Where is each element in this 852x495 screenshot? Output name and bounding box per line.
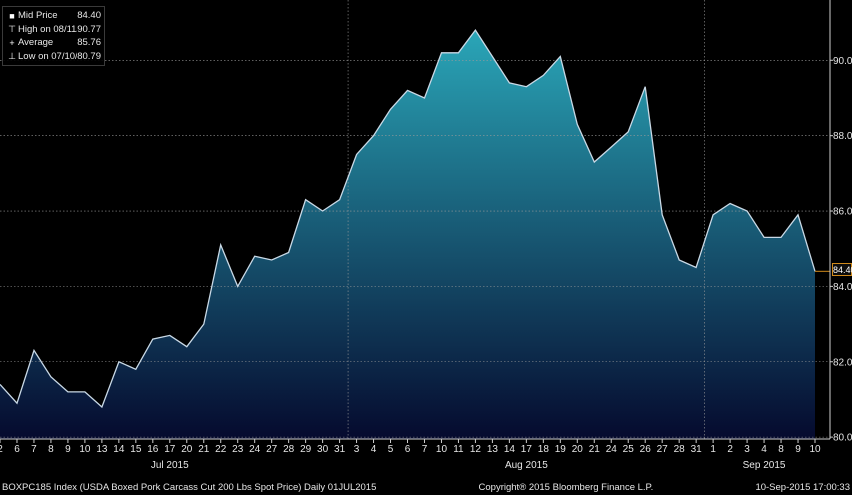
x-tick-label: 23 [232,444,244,455]
x-tick-label: 14 [113,444,125,455]
x-tick-label: 1 [710,444,716,455]
x-tick-label: 4 [371,444,377,455]
legend-value: 90.77 [77,23,101,35]
y-tick-label: 88.00 [833,131,852,142]
legend-label: High on 08/11/15 [18,23,77,35]
x-tick-label: 28 [283,444,295,455]
x-tick-label: 15 [130,444,142,455]
x-tick-label: 4 [761,444,767,455]
x-tick-label: 13 [96,444,108,455]
x-tick-label: 18 [538,444,550,455]
x-tick-label: 8 [778,444,784,455]
legend-item: ⊥ Low on 07/10/15 80.79 [6,50,101,64]
x-tick-label: 22 [215,444,227,455]
x-tick-label: 27 [266,444,278,455]
average-marker-icon: + [9,37,15,48]
x-tick-label: 7 [422,444,428,455]
y-tick-label: 80.00 [833,433,852,444]
x-group-label: Sep 2015 [743,460,786,471]
x-tick-label: 8 [48,444,54,455]
x-tick-label: 12 [470,444,482,455]
footer-bar: BOXPC185 Index (USDA Boxed Pork Carcass … [0,480,852,495]
x-tick-label: 10 [809,444,821,455]
x-tick-label: 27 [657,444,669,455]
footer-security-description: BOXPC185 Index (USDA Boxed Pork Carcass … [2,482,377,493]
legend-item: ■ Mid Price 84.40 [6,9,101,23]
x-tick-label: 20 [572,444,584,455]
x-tick-label: 28 [674,444,686,455]
x-tick-label: 19 [555,444,567,455]
legend-item: ⊤ High on 08/11/15 90.77 [6,23,101,37]
x-tick-label: 25 [623,444,635,455]
x-tick-label: 24 [606,444,618,455]
x-tick-label: 31 [691,444,703,455]
x-tick-label: 13 [487,444,499,455]
x-tick-label: 17 [164,444,176,455]
x-tick-label: 5 [388,444,394,455]
legend-label: Average [18,37,54,49]
x-tick-label: 24 [249,444,261,455]
area-layer [0,30,815,439]
x-tick-label: 10 [79,444,91,455]
legend-label: Low on 07/10/15 [18,50,78,62]
y-tick-label: 84.00 [833,282,852,293]
y-tick-label: 86.00 [833,207,852,218]
high-marker-icon: ⊤ [8,23,16,34]
x-tick-label: 16 [147,444,159,455]
x-tick-label: 30 [317,444,329,455]
x-tick-label: 6 [405,444,411,455]
legend-value: 85.76 [77,37,101,49]
x-tick-label: 11 [453,444,464,455]
line-layer [0,28,830,409]
x-tick-label: 21 [198,444,210,455]
x-tick-label: 9 [795,444,801,455]
legend-label: Mid Price [18,10,58,22]
y-tick-label: 90.00 [833,56,852,67]
x-tick-label: 9 [65,444,71,455]
series-area-fill [0,30,815,439]
footer-copyright: Copyright® 2015 Bloomberg Finance L.P. [478,482,654,493]
legend: ■ Mid Price 84.40 ⊤ High on 08/11/15 90.… [2,6,105,66]
x-tick-label: 21 [589,444,601,455]
square-icon: ■ [9,10,15,21]
y-tick-label: 82.00 [833,357,852,368]
x-group-label: Jul 2015 [151,460,189,471]
x-tick-label: 20 [181,444,193,455]
x-tick-label: 2 [727,444,733,455]
legend-value: 80.79 [77,50,101,62]
x-tick-label: 6 [14,444,20,455]
x-tick-label: 10 [436,444,448,455]
x-tick-label: 26 [640,444,652,455]
x-tick-label: 29 [300,444,312,455]
x-tick-label: 7 [31,444,37,455]
x-tick-label: 3 [744,444,750,455]
x-tick-label: 3 [354,444,360,455]
axis-layer: 80.0082.0084.0086.0088.0090.002678910131… [0,0,852,471]
x-tick-label: 2 [0,444,3,455]
last-value-tag: 84.40 [832,263,852,276]
series-line-mid-price [0,28,816,409]
footer-timestamp: 10-Sep-2015 17:00:33 [755,482,850,493]
x-tick-label: 14 [504,444,516,455]
legend-value: 84.40 [77,10,101,22]
low-marker-icon: ⊥ [8,50,16,61]
x-group-label: Aug 2015 [505,460,548,471]
legend-item: + Average 85.76 [6,36,101,50]
x-tick-label: 17 [521,444,533,455]
x-tick-label: 31 [334,444,346,455]
